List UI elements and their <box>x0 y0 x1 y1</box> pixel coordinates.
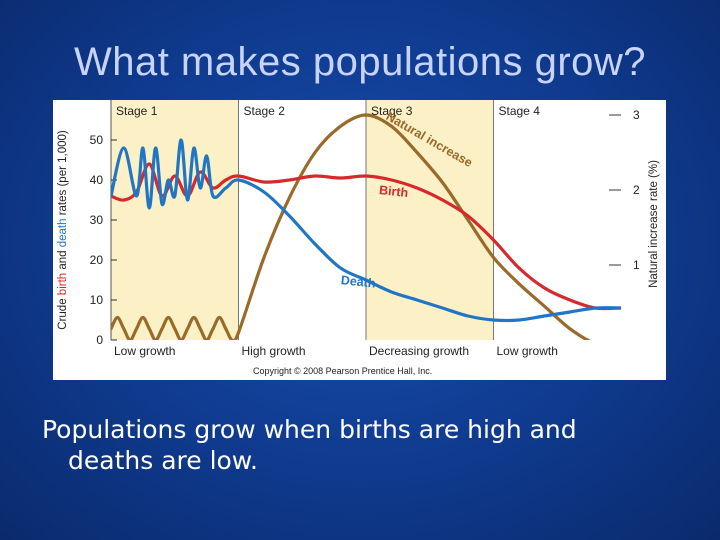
left-axis-tick-label: 40 <box>90 173 104 187</box>
left-axis-tick-label: 0 <box>96 333 103 347</box>
left-axis-tick-label: 30 <box>90 213 104 227</box>
left-axis-title-part: rates (per 1,000) <box>57 130 69 218</box>
chart-figure: 0 10 20 30 40 50 1 2 3 Stage 1 Low growth Stage 2 H… <box>53 100 666 380</box>
left-axis-title-birth: birth <box>57 273 69 295</box>
slide-title: What makes populations grow? <box>73 40 647 84</box>
stage-label: Stage 2 <box>244 104 286 118</box>
right-axis-title: Natural increase rate (%) <box>648 160 660 288</box>
phase-label: Decreasing growth <box>369 344 469 358</box>
right-axis-tick-label: 3 <box>633 108 640 122</box>
body-text: Populations grow when births are high an… <box>42 414 682 476</box>
demographic-transition-chart: 0 10 20 30 40 50 1 2 3 Stage 1 Low growth Stage 2 H… <box>57 100 660 376</box>
phase-label: High growth <box>242 344 306 358</box>
stage-label: Stage 4 <box>499 104 541 118</box>
right-axis-tick-label: 1 <box>633 258 640 272</box>
death-rate-line <box>111 138 621 323</box>
birth-annotation: Birth <box>378 183 408 200</box>
left-axis-title-part: Crude <box>57 295 69 330</box>
copyright-text: Copyright © 2008 Pearson Prentice Hall, … <box>253 366 432 376</box>
left-axis-tick-label: 10 <box>90 293 104 307</box>
body-text-line-2: deaths are low. <box>68 446 258 475</box>
phase-label: Low growth <box>114 344 175 358</box>
natural-increase-line <box>111 113 591 340</box>
phase-label: Low growth <box>497 344 558 358</box>
stage-label: Stage 3 <box>371 104 413 118</box>
body-text-line-1: Populations grow when births are high an… <box>42 415 577 444</box>
stage-label: Stage 1 <box>116 104 158 118</box>
left-axis-title-death: death <box>57 218 69 247</box>
stage-band <box>111 100 239 340</box>
right-axis-tick-label: 2 <box>633 183 640 197</box>
death-annotation: Death <box>340 273 376 291</box>
left-axis-title: Crude birth and death rates (per 1,000) <box>57 130 69 330</box>
left-axis-tick-label: 20 <box>90 253 104 267</box>
left-axis-title-part: and <box>57 247 69 273</box>
left-axis-tick-label: 50 <box>90 133 104 147</box>
birth-rate-line <box>111 162 621 311</box>
